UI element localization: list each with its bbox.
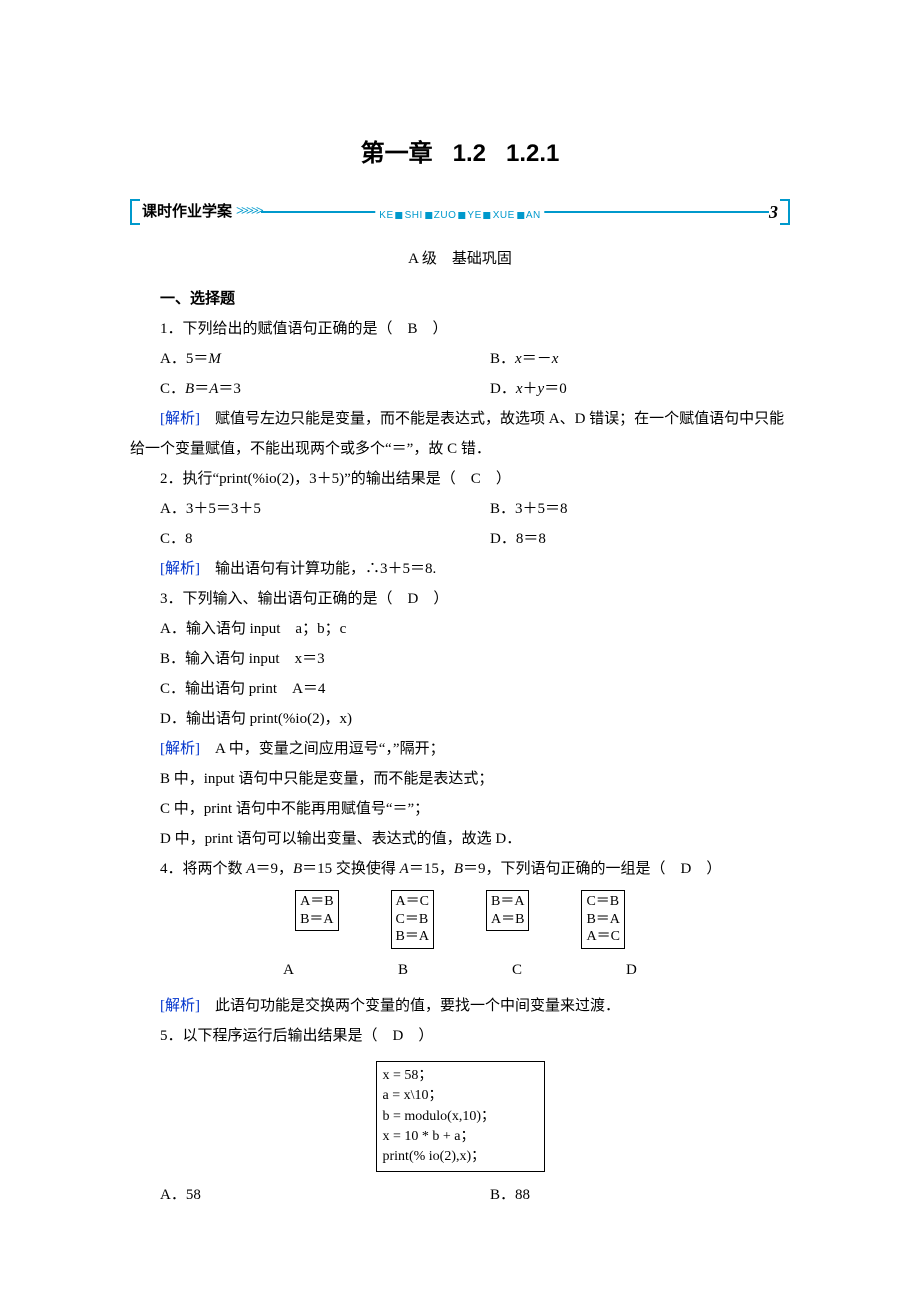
section-2: 1.2.1: [506, 140, 559, 167]
banner-left: 课时作业学案 >>>>>: [130, 198, 261, 226]
lesson-banner: 课时作业学案 >>>>> KESHIZUOYEXUEAN 3: [130, 198, 790, 226]
q4-code-b: A＝C C＝B B＝A: [391, 890, 434, 949]
q4-label-a: A: [283, 955, 294, 985]
q2-options-row1: A．3＋5＝3＋5 B．3＋5＝8: [130, 494, 790, 524]
q1-option-d: D．x＋y＝0: [460, 374, 790, 404]
analysis-label: [解析]: [160, 561, 200, 577]
bracket-right-icon: [780, 199, 790, 225]
q3-analysis-3: C 中，print 语句中不能再用赋值号“＝”；: [130, 794, 790, 824]
q4-label-c: C: [512, 955, 522, 985]
q4-stem: 4．将两个数 A＝9，B＝15 交换使得 A＝15，B＝9，下列语句正确的一组是…: [130, 854, 790, 884]
q1-option-a: A．5＝M: [130, 344, 460, 374]
q4-code-d: C＝B B＝A A＝C: [581, 890, 624, 949]
q3-analysis-4: D 中，print 语句可以输出变量、表达式的值，故选 D．: [130, 824, 790, 854]
q3-analysis-2: B 中，input 语句中只能是变量，而不能是表达式；: [130, 764, 790, 794]
bracket-left-icon: [130, 199, 140, 225]
section-1: 1.2: [453, 140, 486, 167]
q5-code-box: x = 58； a = x\10； b = modulo(x,10)； x = …: [376, 1061, 545, 1172]
q5-option-b: B．88: [460, 1180, 790, 1210]
analysis-label: [解析]: [160, 998, 200, 1014]
banner-label: 课时作业学案: [140, 197, 236, 227]
chapter-label: 第一章: [361, 140, 433, 167]
q4-code-c: B＝A A＝B: [486, 890, 529, 931]
q3-stem: 3．下列输入、输出语句正确的是（ D ）: [130, 584, 790, 614]
q1-option-b: B．x＝－x: [460, 344, 790, 374]
analysis-label: [解析]: [160, 411, 200, 427]
section-1-heading: 一、选择题: [130, 284, 790, 314]
q2-stem: 2．执行“print(%io(2)，3＋5)”的输出结果是（ C ）: [130, 464, 790, 494]
q1-options-row2: C．B＝A＝3 D．x＋y＝0: [130, 374, 790, 404]
q1-analysis: [解析] 赋值号左边只能是变量，而不能是表达式，故选项 A、D 错误；在一个赋值…: [130, 404, 790, 464]
q3-option-c: C．输出语句 print A＝4: [130, 674, 790, 704]
banner-number: 3: [769, 194, 780, 230]
q3-option-b: B．输入语句 input x＝3: [130, 644, 790, 674]
q4-label-b: B: [398, 955, 408, 985]
q2-option-c: C．8: [130, 524, 460, 554]
level-heading: A 级 基础巩固: [130, 244, 790, 274]
q1-option-c: C．B＝A＝3: [130, 374, 460, 404]
analysis-label: [解析]: [160, 741, 200, 757]
q2-options-row2: C．8 D．8＝8: [130, 524, 790, 554]
page-title: 第一章 1.2 1.2.1: [130, 130, 790, 178]
q3-option-d: D．输出语句 print(%io(2)，x): [130, 704, 790, 734]
q4-code-a: A＝B B＝A: [295, 890, 338, 931]
q4-code-row: A＝B B＝A A＝C C＝B B＝A B＝A A＝B C＝B B＝A A＝C: [130, 890, 790, 951]
q3-option-a: A．输入语句 input a；b；c: [130, 614, 790, 644]
q4-label-d: D: [626, 955, 637, 985]
banner-right: 3: [769, 198, 790, 226]
q1-stem: 1．下列给出的赋值语句正确的是（ B ）: [130, 314, 790, 344]
q4-labels-row: A B C D: [130, 955, 790, 985]
arrows-icon: >>>>>: [236, 198, 261, 226]
q2-option-d: D．8＝8: [460, 524, 790, 554]
q5-option-a: A．58: [130, 1180, 460, 1210]
q2-option-b: B．3＋5＝8: [460, 494, 790, 524]
q2-option-a: A．3＋5＝3＋5: [130, 494, 460, 524]
q4-analysis: [解析] 此语句功能是交换两个变量的值，要找一个中间变量来过渡．: [130, 991, 790, 1021]
q5-options-row1: A．58 B．88: [130, 1180, 790, 1210]
q1-options-row1: A．5＝M B．x＝－x: [130, 344, 790, 374]
banner-pinyin: KESHIZUOYEXUEAN: [375, 206, 544, 226]
q5-stem: 5．以下程序运行后输出结果是（ D ）: [130, 1021, 790, 1051]
q3-analysis-1: [解析] A 中，变量之间应用逗号“，”隔开；: [130, 734, 790, 764]
q2-analysis: [解析] 输出语句有计算功能，∴3＋5＝8.: [130, 554, 790, 584]
